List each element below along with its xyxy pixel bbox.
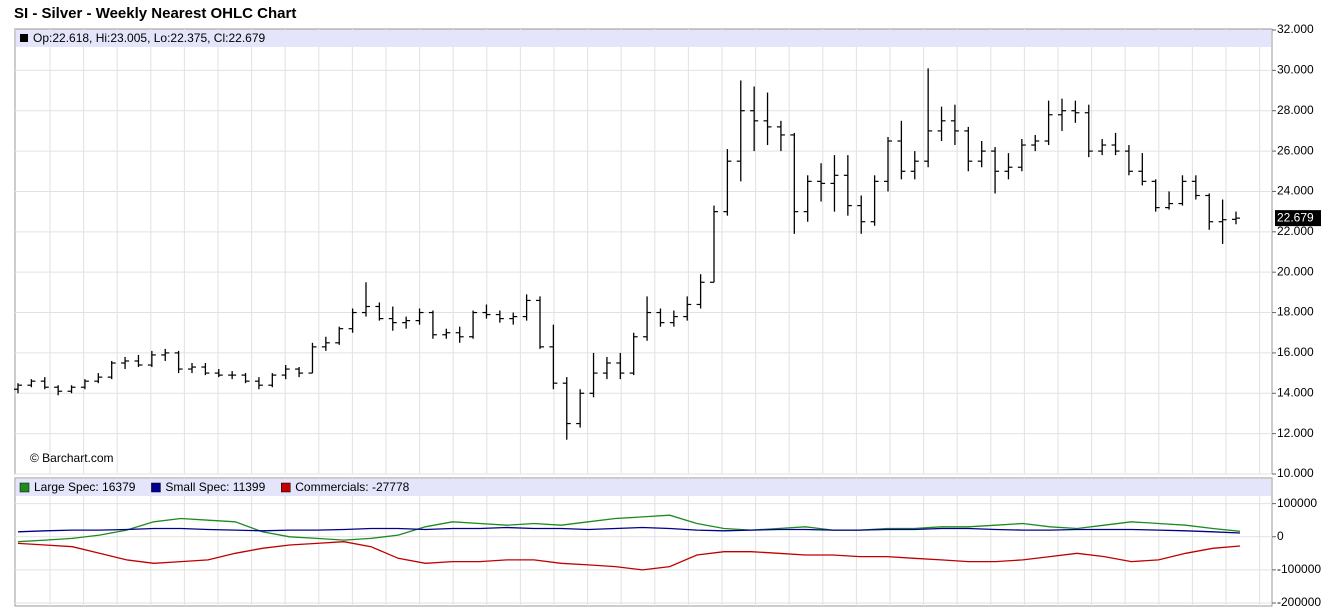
last-price-label: 22.679	[1277, 210, 1314, 224]
y-tick-label: 32.000	[1277, 22, 1314, 36]
legend-label: Commercials: -27778	[295, 480, 409, 494]
legend-swatch	[151, 482, 161, 493]
y-tick-label: 30.000	[1277, 63, 1314, 77]
y-tick-label: -100000	[1277, 562, 1321, 576]
last-price-box	[1275, 210, 1321, 227]
panel-header	[16, 30, 1271, 47]
y-tick-label: 26.000	[1277, 143, 1314, 157]
y-tick-label: 18.000	[1277, 305, 1314, 319]
y-tick-label: 100000	[1277, 496, 1317, 510]
y-tick-label: 12.000	[1277, 426, 1314, 440]
chart-title: SI - Silver - Weekly Nearest OHLC Chart	[14, 5, 296, 22]
panel	[14, 477, 1273, 607]
y-tick-label: 10.000	[1277, 466, 1314, 480]
legend-label: Large Spec: 16379	[34, 480, 136, 494]
panel	[14, 28, 1273, 475]
y-tick-label: 0	[1277, 529, 1284, 543]
series-line	[17, 526, 1241, 534]
y-tick-label: 20.000	[1277, 264, 1314, 278]
legend-swatch	[281, 482, 291, 493]
y-tick-label: 22.000	[1277, 224, 1314, 238]
y-tick-label: 28.000	[1277, 103, 1314, 117]
y-tick-label: 14.000	[1277, 385, 1314, 399]
panel-header	[16, 479, 1271, 496]
series-line	[17, 541, 1241, 571]
series-line	[17, 514, 1241, 543]
legend-swatch	[19, 482, 30, 493]
y-tick-label: 24.000	[1277, 184, 1314, 198]
info-label: Op:22.618, Hi:23.005, Lo:22.375, Cl:22.6…	[33, 31, 265, 45]
credit: © Barchart.com	[30, 451, 114, 465]
info-swatch	[20, 34, 28, 42]
legend-label: Small Spec: 11399	[165, 480, 265, 494]
y-tick-label: -200000	[1277, 595, 1321, 609]
y-tick-label: 16.000	[1277, 345, 1314, 359]
